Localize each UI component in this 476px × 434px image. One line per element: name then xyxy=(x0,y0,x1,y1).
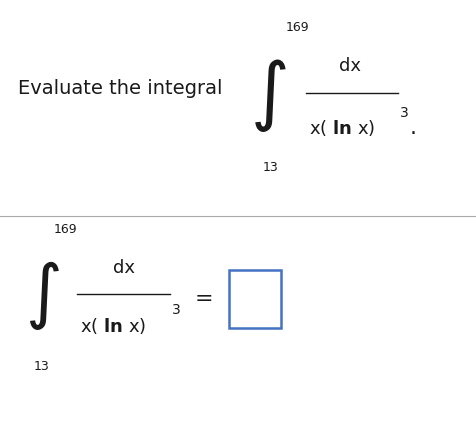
Text: $\int$: $\int$ xyxy=(250,57,286,135)
Text: 3: 3 xyxy=(172,303,181,317)
Text: dx: dx xyxy=(113,259,135,277)
Text: 3: 3 xyxy=(400,106,409,120)
Text: Evaluate the integral: Evaluate the integral xyxy=(18,79,222,99)
Text: $\int$: $\int$ xyxy=(25,260,60,332)
Text: =: = xyxy=(195,289,213,309)
Text: x( $\mathbf{ln}$ x): x( $\mathbf{ln}$ x) xyxy=(80,316,146,336)
Text: 13: 13 xyxy=(34,360,50,373)
Text: 169: 169 xyxy=(54,223,78,236)
Text: 13: 13 xyxy=(263,161,279,174)
Text: x( $\mathbf{ln}$ x): x( $\mathbf{ln}$ x) xyxy=(309,118,375,138)
Text: 169: 169 xyxy=(286,21,309,34)
Text: dx: dx xyxy=(339,57,361,75)
Bar xyxy=(229,270,281,328)
Text: .: . xyxy=(410,118,417,138)
